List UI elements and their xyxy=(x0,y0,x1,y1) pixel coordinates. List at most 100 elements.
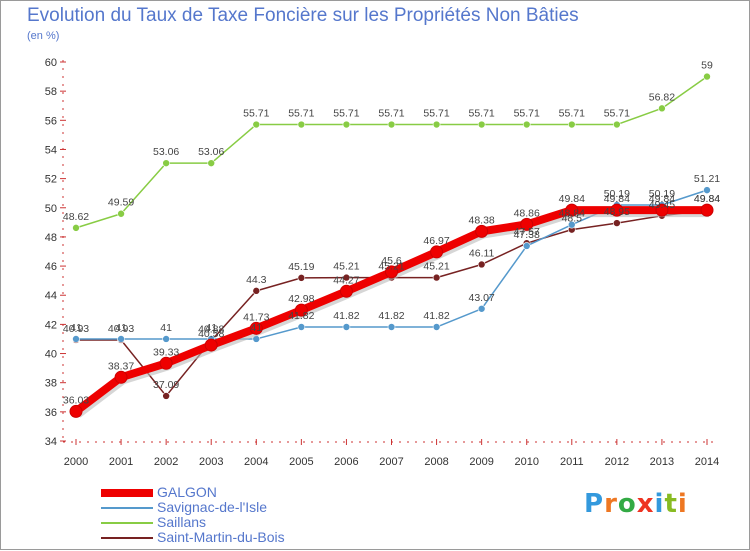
legend-label: Saint-Martin-du-Bois xyxy=(157,529,285,545)
data-point xyxy=(162,392,170,400)
data-point xyxy=(297,120,306,129)
data-label: 59 xyxy=(701,60,713,72)
data-point xyxy=(430,245,444,259)
data-label: 43.07 xyxy=(469,292,495,304)
y-tick-label: 58 xyxy=(45,86,57,98)
legend-swatch xyxy=(101,522,153,524)
x-tick-label: 2013 xyxy=(650,456,674,468)
data-point xyxy=(342,323,351,331)
y-tick-label: 50 xyxy=(45,203,57,215)
data-point xyxy=(655,203,669,217)
data-label: 55.71 xyxy=(423,108,449,120)
y-tick-label: 44 xyxy=(45,290,57,302)
data-point xyxy=(162,159,170,167)
data-label: 53.06 xyxy=(198,146,224,158)
data-point xyxy=(477,304,486,313)
data-label: 45.21 xyxy=(333,261,359,273)
data-label: 49.84 xyxy=(694,193,720,205)
x-tick-label: 2001 xyxy=(109,456,133,468)
data-label: 41.82 xyxy=(378,310,404,322)
legend-label: Savignac-de-l'Isle xyxy=(157,499,268,515)
chart-title: Evolution du Taux de Taxe Foncière sur l… xyxy=(27,5,579,26)
data-point xyxy=(658,104,666,113)
data-point xyxy=(385,265,398,279)
data-point xyxy=(252,287,261,295)
x-tick-label: 2006 xyxy=(334,456,358,468)
data-point xyxy=(477,120,486,129)
data-label: 42.98 xyxy=(288,293,314,305)
data-label: 41 xyxy=(250,322,262,334)
data-label: 40.93 xyxy=(108,323,134,335)
data-point xyxy=(204,338,218,352)
x-tick-label: 2012 xyxy=(605,456,629,468)
y-tick-label: 46 xyxy=(45,261,57,273)
data-point xyxy=(162,335,170,343)
data-label: 39.33 xyxy=(153,346,179,358)
data-point xyxy=(477,260,486,269)
data-label: 49.59 xyxy=(108,197,134,209)
legend-label: GALGON xyxy=(157,484,217,500)
data-label: 40.58 xyxy=(198,328,224,340)
data-point xyxy=(297,323,306,331)
data-label: 48.62 xyxy=(63,211,89,223)
data-label: 41 xyxy=(205,322,217,334)
x-tick-label: 2000 xyxy=(64,456,88,468)
axes: 34 36 38 40 42 44 46 48 50 52 54 56 58 60 2000 2001 2002… xyxy=(45,57,719,468)
data-point xyxy=(117,335,125,343)
y-tick-label: 36 xyxy=(45,407,57,419)
data-point xyxy=(475,224,489,238)
data-point xyxy=(249,321,263,335)
data-label: 48.5 xyxy=(562,213,583,225)
data-point xyxy=(252,120,261,129)
data-point xyxy=(522,242,531,250)
data-label: 48.84 xyxy=(559,208,585,220)
data-label: 46.11 xyxy=(469,247,495,259)
data-label: 47.57 xyxy=(514,226,540,238)
y-tick-label: 40 xyxy=(45,349,57,361)
data-label: 55.71 xyxy=(243,108,269,120)
data-label: 49.84 xyxy=(604,193,630,205)
data-label: 50.19 xyxy=(604,188,630,200)
x-tick-label: 2010 xyxy=(514,456,538,468)
x-tick-label: 2002 xyxy=(154,456,178,468)
data-labels: 48.62 49.59 53.06 53.06 55.71 55.71 55.71 55.71… xyxy=(63,60,720,407)
logo-letter: t xyxy=(664,489,678,519)
data-point xyxy=(339,284,353,298)
data-label: 46.97 xyxy=(423,235,449,247)
data-label: 55.71 xyxy=(604,108,630,120)
data-label: 41 xyxy=(115,322,127,334)
data-point xyxy=(342,273,351,282)
data-label: 55.71 xyxy=(469,108,495,120)
y-tick-label: 48 xyxy=(45,232,57,244)
data-point xyxy=(522,120,531,129)
data-label: 36.03 xyxy=(63,394,89,406)
x-tick-label: 2008 xyxy=(424,456,448,468)
data-label: 55.71 xyxy=(333,108,359,120)
logo-letter: i xyxy=(677,489,688,519)
data-point xyxy=(69,404,83,418)
data-label: 49.84 xyxy=(559,193,585,205)
y-tick-label: 52 xyxy=(45,174,57,186)
data-label: 41 xyxy=(160,322,172,334)
data-label: 53.06 xyxy=(153,146,179,158)
data-point xyxy=(387,120,396,129)
data-point xyxy=(432,323,441,331)
data-point xyxy=(567,120,576,129)
data-label: 41.82 xyxy=(288,310,314,322)
legend-swatch xyxy=(101,507,153,509)
data-point xyxy=(72,224,80,232)
x-tick-label: 2011 xyxy=(560,456,584,468)
data-label: 51.21 xyxy=(694,173,720,185)
data-point xyxy=(700,203,714,217)
logo-letter: r xyxy=(604,489,618,519)
data-label: 41.82 xyxy=(333,310,359,322)
data-label: 41.73 xyxy=(243,311,269,323)
data-point xyxy=(342,120,351,129)
data-label: 45.6 xyxy=(381,255,402,267)
data-point xyxy=(297,274,306,282)
y-tick-label: 38 xyxy=(45,378,57,390)
data-point xyxy=(294,303,308,317)
data-label: 47.38 xyxy=(514,229,540,241)
